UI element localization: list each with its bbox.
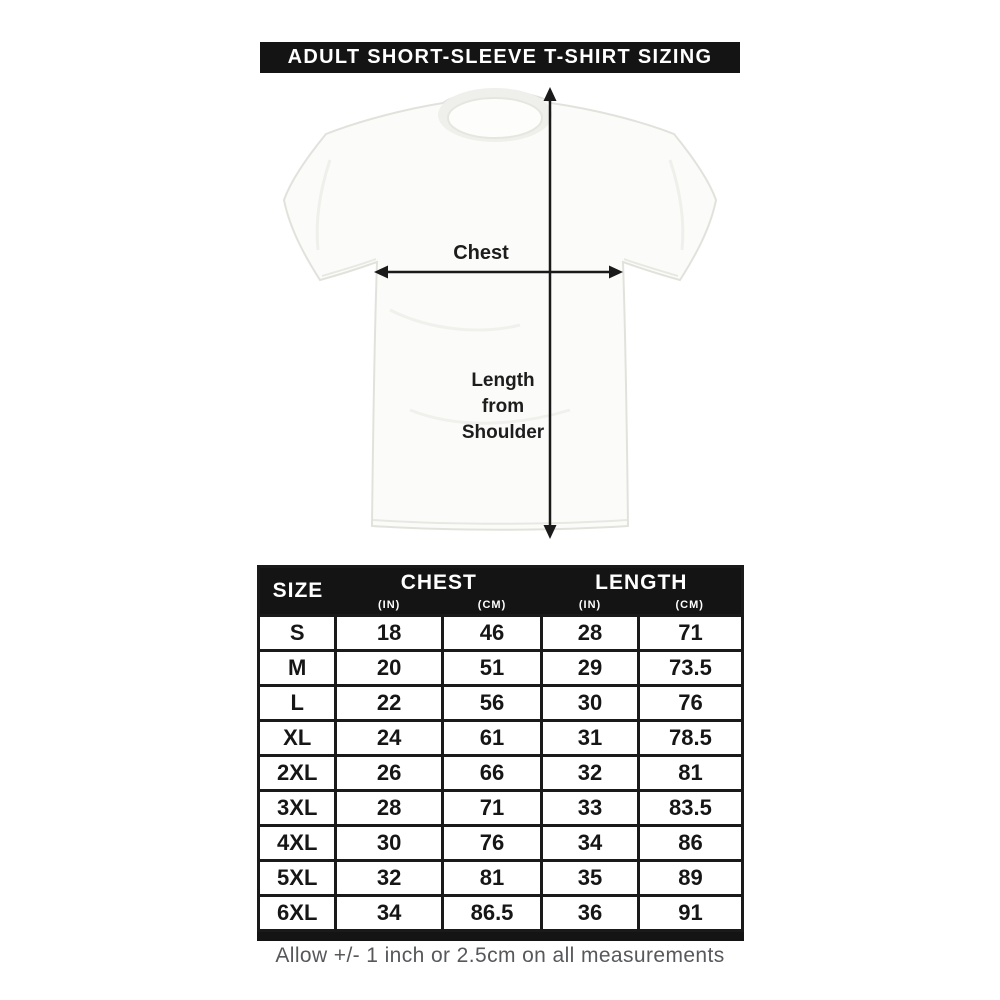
sleeve-hem-line [321,258,377,277]
table-row: 3XL 28 71 33 83.5 [256,789,745,827]
length-in-cell: 34 [540,824,640,862]
header-chest: CHEST [335,566,542,595]
header-size: SIZE [258,566,336,616]
chest-cm-cell: 66 [440,754,544,792]
table-row: XL 24 61 31 78.5 [256,719,745,757]
length-cm-cell: 71 [636,614,745,652]
hem-line [372,519,628,525]
size-table-section: SIZE CHEST LENGTH (IN) (CM) (IN) (CM) S … [256,565,745,941]
tshirt-graphic [282,87,718,539]
size-cell: M [256,649,338,687]
header-chest-cm: (CM) [442,595,542,616]
chest-in-cell: 22 [334,684,444,722]
chest-in-cell: 28 [334,789,444,827]
length-in-cell: 31 [540,719,640,757]
page-title: ADULT SHORT-SLEEVE T-SHIRT SIZING [287,46,713,68]
wrinkle-line [389,308,521,332]
length-in-cell: 30 [540,684,640,722]
chest-in-cell: 24 [334,719,444,757]
table-row: 6XL 34 86.5 36 91 [256,894,745,932]
header-length: LENGTH [541,566,743,595]
table-row: 4XL 30 76 34 86 [256,824,745,862]
size-cell: S [256,614,338,652]
chest-cm-cell: 51 [440,649,544,687]
chest-cm-cell: 86.5 [440,894,544,932]
chest-in-cell: 30 [334,824,444,862]
chest-cm-cell: 81 [440,859,544,897]
length-in-cell: 32 [540,754,640,792]
chest-cm-cell: 56 [440,684,544,722]
size-cell: 2XL [256,754,338,792]
length-cm-cell: 89 [636,859,745,897]
table-row: 2XL 26 66 32 81 [256,754,745,792]
title-banner: ADULT SHORT-SLEEVE T-SHIRT SIZING [260,42,740,73]
chest-measure-label: Chest [453,242,509,264]
length-cm-cell: 76 [636,684,745,722]
length-cm-cell: 86 [636,824,745,862]
length-arrow [543,87,557,539]
sleeve-hem-line [623,258,679,277]
size-cell: 4XL [256,824,338,862]
length-in-cell: 28 [540,614,640,652]
length-cm-cell: 73.5 [636,649,745,687]
size-cell: 5XL [256,859,338,897]
length-measure-label: Length from Shoulder [461,370,545,443]
chest-cm-cell: 46 [440,614,544,652]
length-cm-cell: 81 [636,754,745,792]
wrinkle-line [668,159,685,251]
chest-in-cell: 26 [334,754,444,792]
wrinkle-line [409,408,571,425]
table-row: 5XL 32 81 35 89 [256,859,745,897]
tshirt-diagram: Chest Length from Shoulder [270,80,730,560]
tshirt-body [282,90,718,531]
size-cell: 3XL [256,789,338,827]
length-in-cell: 36 [540,894,640,932]
header-length-in: (IN) [541,595,639,616]
length-cm-cell: 78.5 [636,719,745,757]
size-cell: L [256,684,338,722]
size-cell: 6XL [256,894,338,932]
table-row: S 18 46 28 71 [256,614,745,652]
chest-in-cell: 18 [334,614,444,652]
chest-in-cell: 34 [334,894,444,932]
chest-cm-cell: 61 [440,719,544,757]
table-row: M 20 51 29 73.5 [256,649,745,687]
chest-in-cell: 20 [334,649,444,687]
length-in-cell: 29 [540,649,640,687]
tolerance-note: Allow +/- 1 inch or 2.5cm on all measure… [275,944,725,967]
chest-cm-cell: 71 [440,789,544,827]
header-length-cm: (CM) [638,595,743,616]
chest-in-cell: 32 [334,859,444,897]
size-table: SIZE CHEST LENGTH (IN) (CM) (IN) (CM) S … [256,565,745,932]
length-cm-cell: 91 [636,894,745,932]
size-cell: XL [256,719,338,757]
table-bottom-bar [257,932,744,941]
length-in-cell: 35 [540,859,640,897]
chest-arrow [374,265,623,279]
collar-inner [447,97,543,139]
length-in-cell: 33 [540,789,640,827]
header-chest-in: (IN) [335,595,443,616]
wrinkle-line [315,159,332,251]
table-row: L 22 56 30 76 [256,684,745,722]
chest-cm-cell: 76 [440,824,544,862]
length-cm-cell: 83.5 [636,789,745,827]
